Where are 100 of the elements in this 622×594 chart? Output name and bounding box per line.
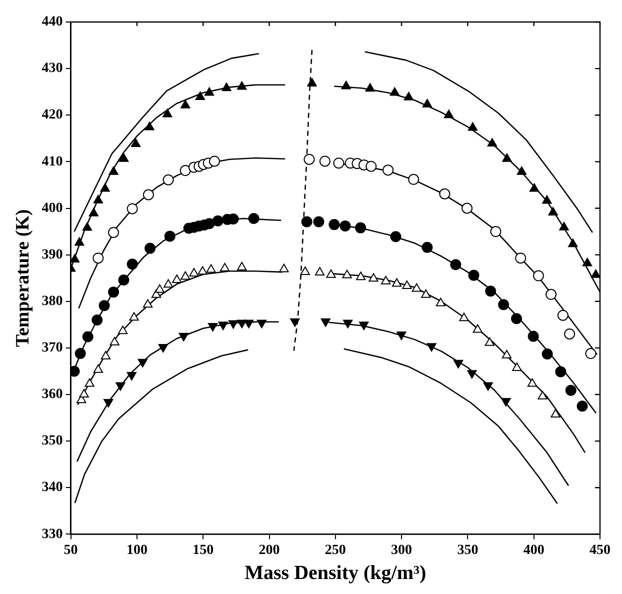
x-tick-label: 100 [126, 543, 148, 558]
x-tick-label: 350 [457, 543, 478, 558]
point [313, 216, 324, 228]
point [92, 314, 103, 326]
point [436, 298, 446, 306]
point [576, 400, 588, 412]
point [204, 218, 215, 230]
y-tick-label: 440 [42, 14, 63, 30]
point [356, 272, 366, 280]
point [453, 360, 464, 368]
x-tick-label: 450 [590, 543, 610, 558]
point [516, 166, 527, 175]
y-tick-label: 360 [42, 387, 63, 402]
point [382, 164, 394, 176]
point [104, 398, 114, 408]
point [548, 206, 558, 216]
point [307, 78, 317, 86]
point [256, 320, 267, 328]
point [502, 350, 512, 358]
point [422, 98, 432, 108]
point [368, 273, 378, 282]
point [314, 267, 325, 276]
point [498, 299, 510, 310]
y-tick-label: 400 [42, 200, 63, 216]
point [74, 348, 86, 360]
x-tick-label: 150 [192, 543, 214, 558]
point [412, 283, 422, 292]
point [342, 270, 352, 278]
point [404, 92, 414, 100]
point [355, 222, 366, 234]
point [390, 87, 400, 96]
x-tick-label: 400 [523, 543, 544, 558]
point [396, 331, 406, 340]
point [585, 348, 596, 360]
point [98, 300, 110, 312]
point [154, 284, 165, 293]
point [511, 313, 522, 324]
point [180, 271, 190, 280]
point [559, 222, 569, 230]
point [422, 242, 433, 253]
point [392, 278, 402, 287]
point [542, 195, 552, 204]
x-axis-title: Mass Density (kg/m³) [244, 562, 426, 584]
point [301, 216, 312, 228]
y-tick-label: 410 [42, 154, 63, 170]
point [93, 194, 104, 204]
point [206, 264, 216, 273]
point [468, 270, 480, 281]
point [565, 384, 576, 396]
point [421, 289, 431, 298]
point [320, 318, 330, 327]
point [100, 350, 111, 360]
point [162, 108, 172, 118]
point [484, 337, 494, 346]
point [189, 268, 199, 276]
point [390, 231, 402, 242]
point [126, 203, 138, 214]
y-tick-label: 420 [42, 108, 63, 123]
point [208, 156, 220, 167]
point [126, 258, 138, 270]
point [92, 252, 104, 264]
point [198, 266, 208, 275]
point [487, 138, 498, 147]
point [144, 122, 154, 130]
point [138, 358, 148, 368]
point [326, 269, 336, 278]
point [538, 390, 548, 400]
point [162, 174, 174, 186]
point [564, 328, 576, 340]
point [220, 262, 230, 272]
point [126, 372, 136, 380]
point [444, 110, 454, 118]
point [459, 312, 469, 322]
x-tick-label: 300 [391, 543, 412, 558]
point [180, 100, 190, 108]
point [195, 91, 206, 100]
point [180, 165, 191, 176]
point [74, 237, 84, 246]
point [118, 326, 128, 334]
point [93, 364, 104, 373]
y-tick-label: 330 [42, 526, 63, 542]
point [380, 276, 391, 284]
x-tick-label: 250 [324, 543, 346, 558]
point [300, 266, 310, 276]
point [515, 252, 526, 264]
point [118, 274, 130, 286]
point [204, 87, 214, 96]
point [130, 138, 141, 147]
y-tick-label: 380 [42, 294, 63, 309]
point [129, 312, 139, 321]
point [237, 262, 247, 270]
point [222, 82, 232, 92]
point [319, 156, 330, 167]
point [340, 220, 351, 232]
point [163, 279, 174, 288]
y-tick-label: 340 [42, 480, 63, 496]
point [542, 348, 553, 360]
point [110, 336, 120, 346]
point [532, 270, 544, 282]
point [333, 158, 344, 169]
